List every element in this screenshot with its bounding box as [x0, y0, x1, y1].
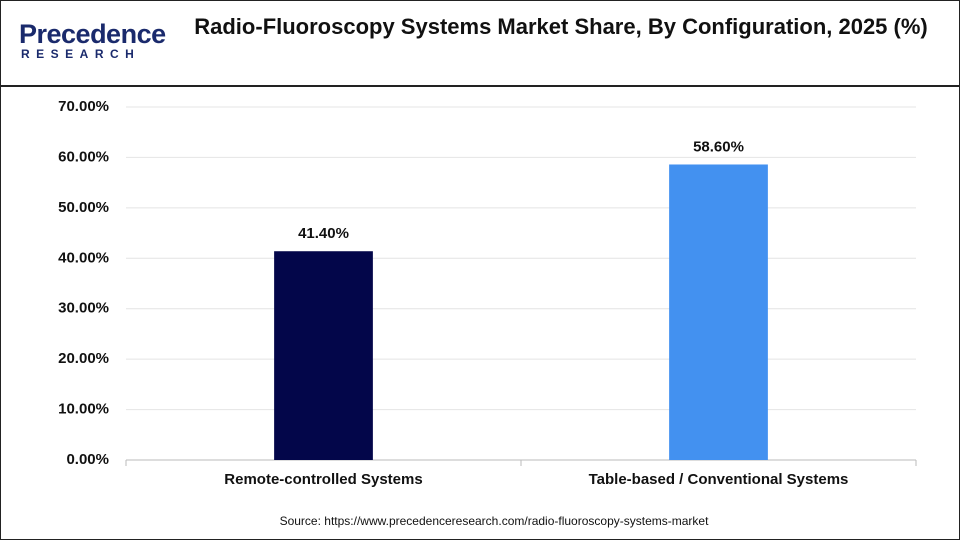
chart-title: Radio-Fluoroscopy Systems Market Share, …: [194, 14, 928, 39]
x-tick-label: Table-based / Conventional Systems: [589, 471, 849, 488]
y-tick-label: 10.00%: [58, 401, 109, 418]
bar: [274, 251, 373, 460]
y-tick-label: 70.00%: [58, 98, 109, 115]
y-tick-label: 20.00%: [58, 350, 109, 367]
y-tick-label: 50.00%: [58, 199, 109, 216]
y-tick-label: 30.00%: [58, 300, 109, 317]
header-rule: [1, 85, 959, 87]
source-note: Source: https://www.precedenceresearch.c…: [280, 514, 709, 528]
value-label: 41.40%: [298, 225, 349, 242]
logo-name: Precedence: [19, 19, 166, 49]
value-label: 58.60%: [693, 138, 744, 155]
x-tick-label: Remote-controlled Systems: [224, 471, 422, 488]
bar: [669, 164, 768, 460]
y-tick-label: 40.00%: [58, 249, 109, 266]
y-tick-label: 60.00%: [58, 148, 109, 165]
y-tick-label: 0.00%: [66, 451, 109, 468]
logo-tagline: RESEARCH: [21, 47, 141, 61]
